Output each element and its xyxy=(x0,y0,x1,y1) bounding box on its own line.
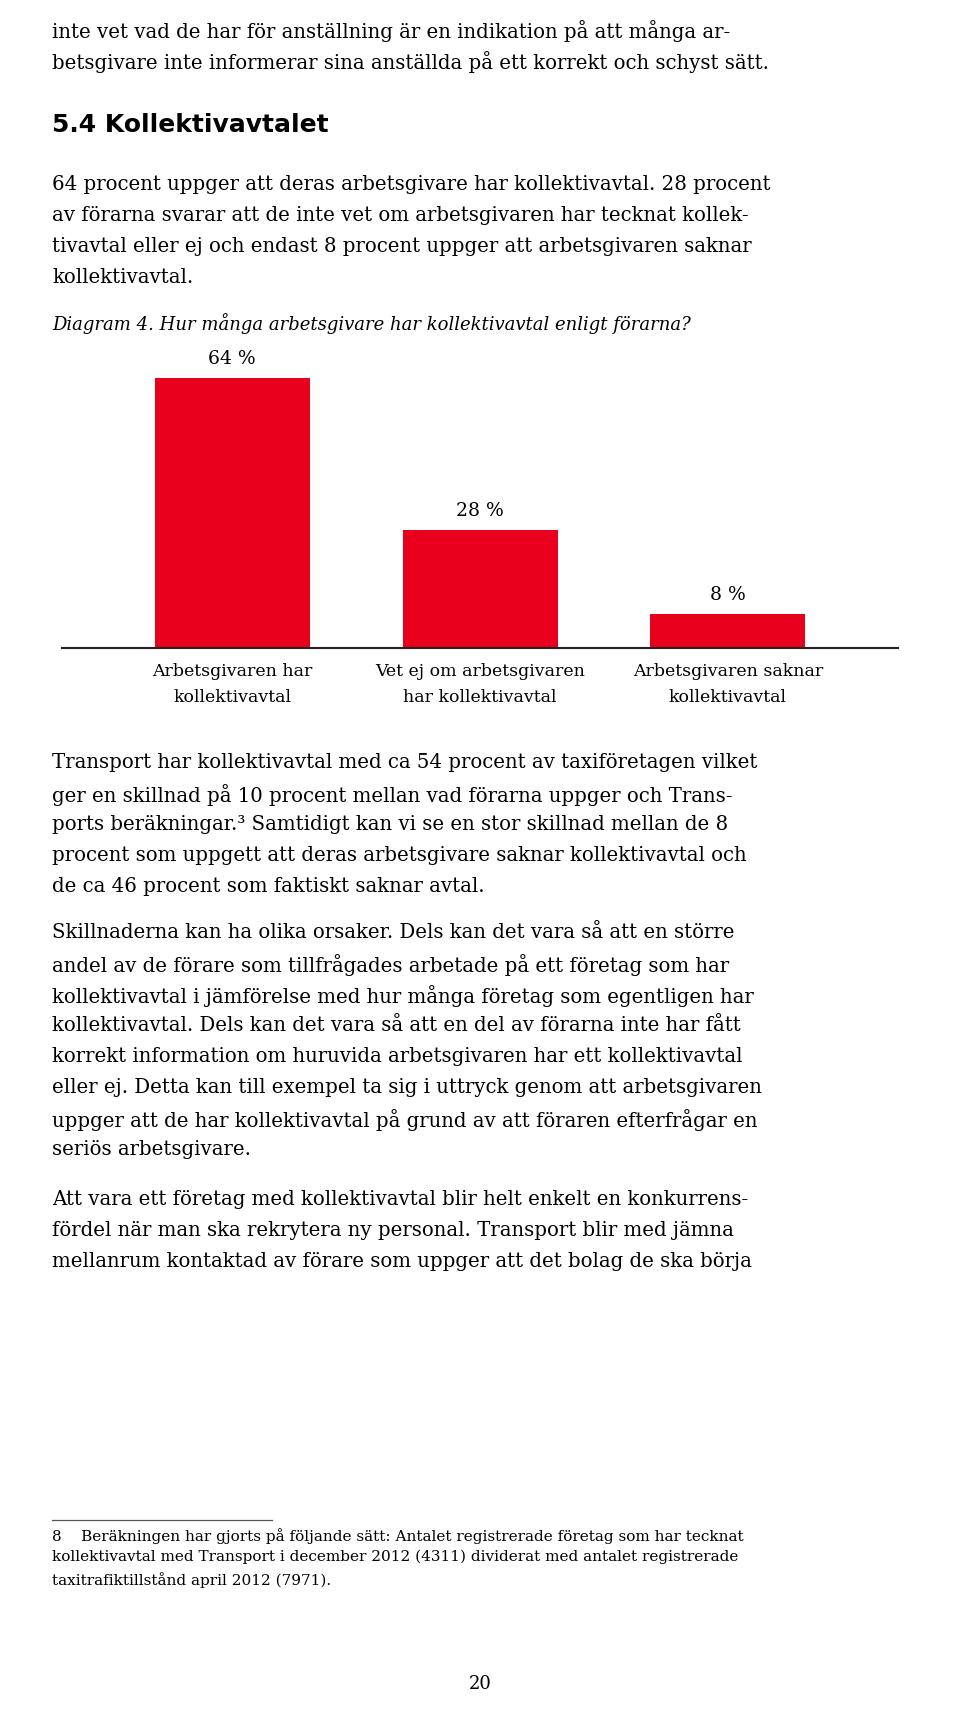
Text: ger en skillnad på 10 procent mellan vad förarna uppger och Trans-: ger en skillnad på 10 procent mellan vad… xyxy=(52,785,732,807)
Bar xyxy=(402,529,558,648)
Text: av förarna svarar att de inte vet om arbetsgivaren har tecknat kollek-: av förarna svarar att de inte vet om arb… xyxy=(52,206,749,224)
Text: kollektivavtal. Dels kan det vara så att en del av förarna inte har fått: kollektivavtal. Dels kan det vara så att… xyxy=(52,1016,741,1035)
Text: betsgivare inte informerar sina anställda på ett korrekt och schyst sätt.: betsgivare inte informerar sina anställd… xyxy=(52,51,769,74)
Text: Skillnaderna kan ha olika orsaker. Dels kan det vara så att en större: Skillnaderna kan ha olika orsaker. Dels … xyxy=(52,923,734,942)
Text: andel av de förare som tillfrågades arbetade på ett företag som har: andel av de förare som tillfrågades arbe… xyxy=(52,954,730,976)
Text: Arbetsgivaren har: Arbetsgivaren har xyxy=(152,663,312,680)
Text: tivavtal eller ej och endast 8 procent uppger att arbetsgivaren saknar: tivavtal eller ej och endast 8 procent u… xyxy=(52,236,752,255)
Text: Arbetsgivaren saknar: Arbetsgivaren saknar xyxy=(633,663,823,680)
Text: 64 %: 64 % xyxy=(208,349,256,368)
Text: fördel när man ska rekrytera ny personal. Transport blir med jämna: fördel när man ska rekrytera ny personal… xyxy=(52,1221,733,1240)
Text: taxitrafiktillstånd april 2012 (7971).: taxitrafiktillstånd april 2012 (7971). xyxy=(52,1573,331,1588)
Text: eller ej. Detta kan till exempel ta sig i uttryck genom att arbetsgivaren: eller ej. Detta kan till exempel ta sig … xyxy=(52,1077,762,1096)
Text: kollektivavtal med Transport i december 2012 (4311) dividerat med antalet regist: kollektivavtal med Transport i december … xyxy=(52,1550,738,1564)
Text: har kollektivavtal: har kollektivavtal xyxy=(403,689,557,706)
Text: 28 %: 28 % xyxy=(456,502,504,521)
Text: seriös arbetsgivare.: seriös arbetsgivare. xyxy=(52,1139,251,1160)
Text: inte vet vad de har för anställning är en indikation på att många ar-: inte vet vad de har för anställning är e… xyxy=(52,21,731,43)
Text: kollektivavtal i jämförelse med hur många företag som egentligen har: kollektivavtal i jämförelse med hur mång… xyxy=(52,985,754,1007)
Text: procent som uppgett att deras arbetsgivare saknar kollektivavtal och: procent som uppgett att deras arbetsgiva… xyxy=(52,846,747,865)
Text: de ca 46 procent som faktiskt saknar avtal.: de ca 46 procent som faktiskt saknar avt… xyxy=(52,877,485,896)
Bar xyxy=(650,615,805,648)
Text: 8    Beräkningen har gjorts på följande sätt: Antalet registrerade företag som h: 8 Beräkningen har gjorts på följande sät… xyxy=(52,1528,744,1543)
Text: Transport har kollektivavtal med ca 54 procent av taxiföretagen vilket: Transport har kollektivavtal med ca 54 p… xyxy=(52,754,757,773)
Text: 8 %: 8 % xyxy=(709,586,746,605)
Text: kollektivavtal: kollektivavtal xyxy=(173,689,291,706)
Text: Vet ej om arbetsgivaren: Vet ej om arbetsgivaren xyxy=(375,663,585,680)
Text: korrekt information om huruvida arbetsgivaren har ett kollektivavtal: korrekt information om huruvida arbetsgi… xyxy=(52,1047,742,1065)
Text: 20: 20 xyxy=(468,1675,492,1692)
Text: uppger att de har kollektivavtal på grund av att föraren efterfrågar en: uppger att de har kollektivavtal på grun… xyxy=(52,1108,757,1131)
Text: kollektivavtal: kollektivavtal xyxy=(669,689,787,706)
Text: kollektivavtal.: kollektivavtal. xyxy=(52,267,193,288)
Text: ports beräkningar.³ Samtidigt kan vi se en stor skillnad mellan de 8: ports beräkningar.³ Samtidigt kan vi se … xyxy=(52,815,728,834)
Text: Att vara ett företag med kollektivavtal blir helt enkelt en konkurrens-: Att vara ett företag med kollektivavtal … xyxy=(52,1191,748,1209)
Bar xyxy=(155,379,310,648)
Text: Diagram 4. Hur många arbetsgivare har kollektivavtal enligt förarna?: Diagram 4. Hur många arbetsgivare har ko… xyxy=(52,313,691,334)
Text: 5.4 Kollektivavtalet: 5.4 Kollektivavtalet xyxy=(52,113,328,137)
Text: 64 procent uppger att deras arbetsgivare har kollektivavtal. 28 procent: 64 procent uppger att deras arbetsgivare… xyxy=(52,175,771,194)
Text: mellanrum kontaktad av förare som uppger att det bolag de ska börja: mellanrum kontaktad av förare som uppger… xyxy=(52,1252,752,1271)
